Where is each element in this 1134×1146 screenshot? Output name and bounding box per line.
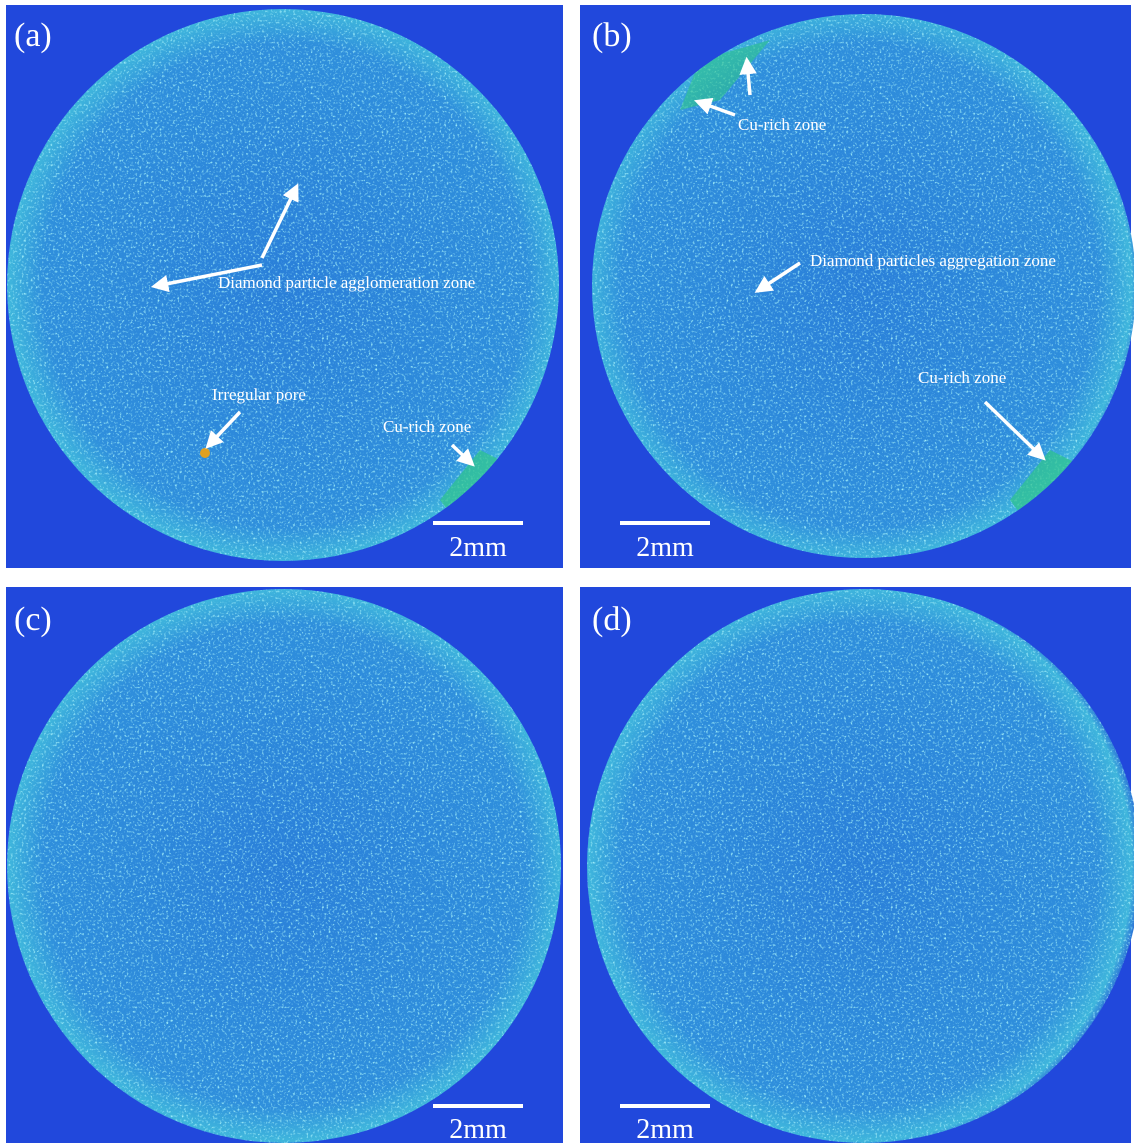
annotation: Cu-rich zone bbox=[738, 115, 826, 134]
figure: (a) (b) (c) (d) Diamond particle agglome… bbox=[0, 0, 1134, 1146]
annotation: Cu-rich zone bbox=[383, 417, 471, 436]
scale-bar-label: 2mm bbox=[449, 532, 507, 563]
scale-bar-label: 2mm bbox=[636, 1114, 694, 1145]
annotation: Cu-rich zone bbox=[918, 368, 1006, 387]
panel-label: (a) bbox=[14, 17, 52, 54]
scale-bar-label: 2mm bbox=[636, 532, 694, 563]
panel-label: (b) bbox=[592, 17, 632, 54]
panel-label: (d) bbox=[592, 601, 632, 638]
annotation: Diamond particles aggregation zone bbox=[810, 251, 1056, 270]
scale-bar-label: 2mm bbox=[449, 1114, 507, 1145]
annotation: Irregular pore bbox=[212, 385, 306, 404]
panel-label: (c) bbox=[14, 601, 52, 638]
annotation: Diamond particle agglomeration zone bbox=[218, 273, 475, 292]
